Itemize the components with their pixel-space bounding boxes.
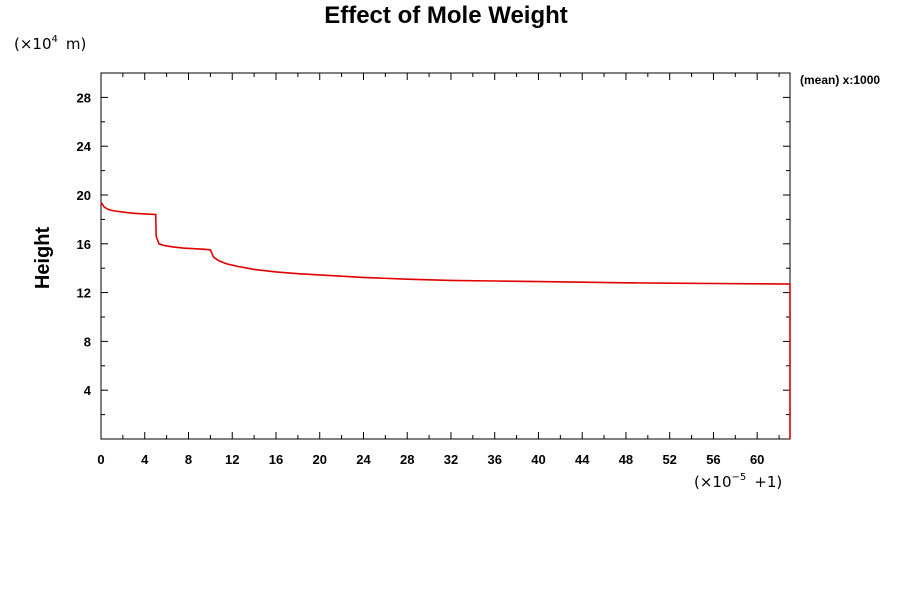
y-scale-exponent: 4 [52, 34, 58, 45]
series-layer [100, 201, 791, 439]
x-tick-label: 44 [575, 452, 590, 467]
x-tick-label: 40 [531, 452, 545, 467]
x-tick-label: 12 [225, 452, 239, 467]
y-tick-label: 24 [77, 139, 92, 154]
y-unit: m [66, 35, 81, 53]
chart-title: Effect of Mole Weight [324, 2, 568, 29]
x-tick-label: 32 [444, 452, 458, 467]
x-tick-label: 28 [400, 452, 414, 467]
y-scale-label: (×104 m) [14, 34, 86, 53]
y-tick-label: 12 [77, 286, 91, 301]
x-tick-label: 4 [141, 452, 149, 467]
x-tick-label: 8 [185, 452, 192, 467]
plot-frame [100, 72, 791, 440]
series-line [100, 201, 791, 285]
x-scale-base: 10 [712, 473, 731, 491]
stat-annotation: (mean) x:1000 [800, 73, 880, 87]
y-scale-base: 10 [32, 35, 51, 53]
x-tick-label: 60 [750, 452, 764, 467]
y-tick-label: 8 [84, 334, 91, 349]
x-scale-exponent: −5 [732, 472, 747, 483]
x-tick-label: 56 [706, 452, 720, 467]
x-tick-label: 16 [269, 452, 283, 467]
x-tick-label: 48 [619, 452, 633, 467]
y-tick-label: 16 [77, 237, 91, 252]
x-tick-label: 20 [312, 452, 326, 467]
y-axis-label: Height [32, 227, 54, 290]
y-tick-label: 20 [77, 188, 91, 203]
y-tick-label: 4 [84, 383, 92, 398]
x-scale-label: (×10−5 +1) [694, 472, 782, 491]
y-tick-label: 28 [77, 90, 91, 105]
x-tick-label: 0 [97, 452, 104, 467]
x-tick-label: 24 [356, 452, 371, 467]
x-scale-offset: +1 [754, 473, 776, 491]
x-tick-label: 36 [487, 452, 501, 467]
x-tick-label: 52 [662, 452, 676, 467]
